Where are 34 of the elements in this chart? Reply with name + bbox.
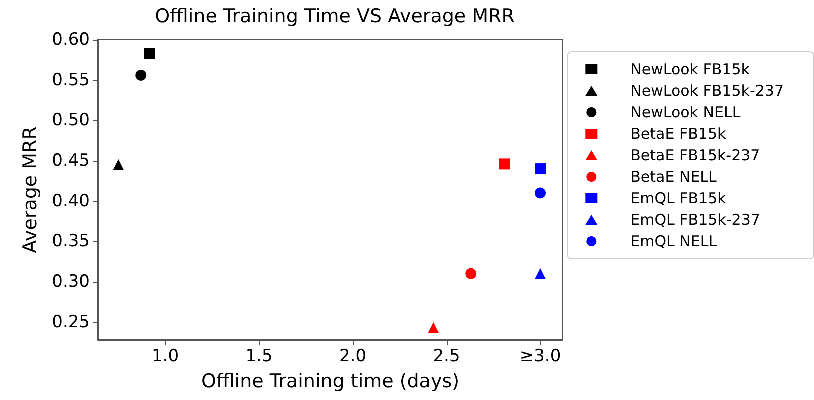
point bbox=[535, 268, 546, 280]
x-axis-title: Offline Training time (days) bbox=[201, 370, 460, 392]
point bbox=[144, 48, 156, 60]
y-axis-title: Average MRR bbox=[20, 126, 42, 254]
y-tick-label: 0.30 bbox=[52, 272, 90, 292]
x-tick-label: 2.5 bbox=[433, 346, 460, 366]
point bbox=[466, 268, 477, 280]
legend-label: BetaE NELL bbox=[630, 168, 718, 186]
point bbox=[535, 164, 546, 175]
legend-label: NewLook FB15k-237 bbox=[630, 82, 784, 100]
x-tick-label: 2.0 bbox=[339, 346, 367, 366]
legend-label: EmQL FB15k-237 bbox=[630, 211, 760, 229]
y-tick-label: 0.50 bbox=[52, 110, 90, 131]
legend-label: BetaE FB15k-237 bbox=[630, 146, 760, 164]
y-tick-label: 0.55 bbox=[52, 70, 90, 90]
legend-label: EmQL NELL bbox=[630, 232, 718, 250]
point bbox=[428, 322, 440, 334]
y-tick-label: 0.25 bbox=[52, 312, 90, 332]
y-tick-label: 0.35 bbox=[52, 232, 90, 252]
point bbox=[535, 188, 546, 199]
legend-label: NewLook FB15k bbox=[630, 60, 750, 78]
chart-title: Offline Training Time VS Average MRR bbox=[155, 6, 515, 28]
y-tick-label: 0.45 bbox=[52, 150, 90, 171]
legend-label: BetaE FB15k bbox=[630, 125, 726, 143]
point bbox=[113, 160, 124, 170]
x-tick-label: 1.5 bbox=[246, 346, 273, 366]
y-tick-label: 0.60 bbox=[52, 30, 90, 50]
x-tick-label: 1.0 bbox=[152, 346, 180, 366]
legend-label: EmQL FB15k bbox=[630, 190, 727, 208]
point bbox=[499, 158, 510, 170]
x-tick-label: ≥3.0 bbox=[520, 346, 562, 366]
point bbox=[136, 70, 147, 81]
legend-label: NewLook NELL bbox=[630, 104, 742, 122]
y-tick-label: 0.40 bbox=[52, 191, 90, 212]
